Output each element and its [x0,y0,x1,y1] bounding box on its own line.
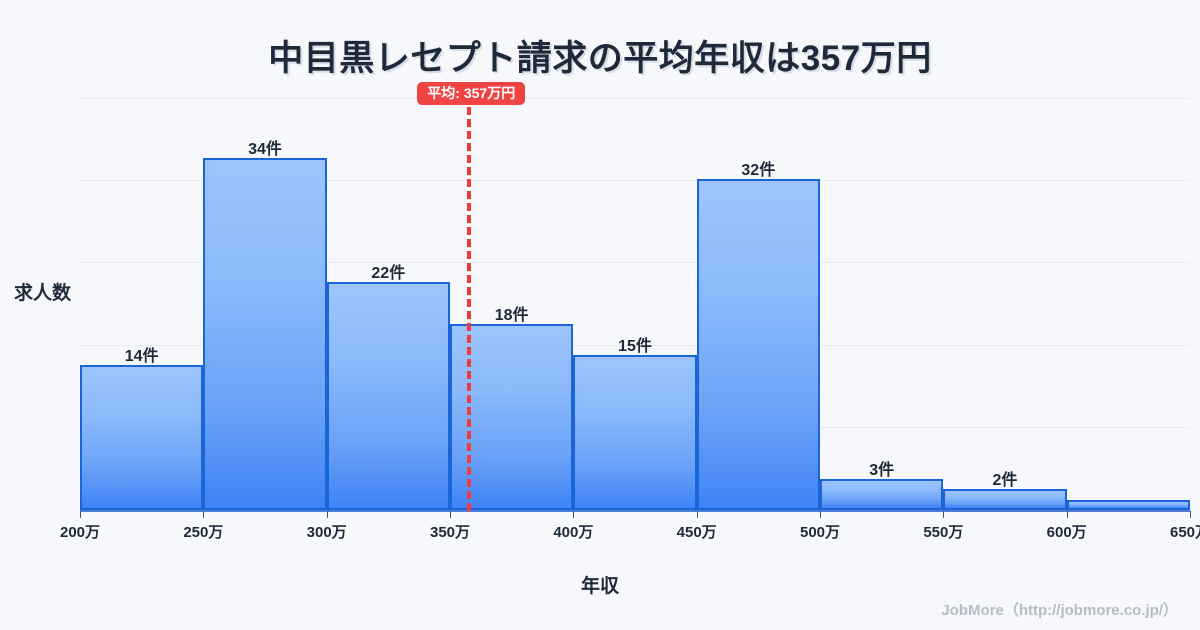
bar[interactable] [943,489,1067,510]
x-axis-tick-label: 650万 [1169,524,1200,541]
bar-value-label: 14件 [124,348,159,366]
footer-credit: JobMore（http://jobmore.co.jp/） [941,602,1178,619]
x-axis-tick-label: 350万 [429,524,471,541]
gridline [80,262,1190,263]
bar[interactable] [696,178,820,510]
bar-value-label: 3件 [869,461,895,479]
bar-value-label: 34件 [248,141,282,159]
plot-area: 14件 34件 22件 18件 15件 32件 3件 2件 200万 250万 300万 350万 4… [60,82,1200,541]
mean-badge: 平均: 357万円 [417,82,526,105]
gridline [80,98,1190,99]
bar[interactable] [820,478,944,510]
x-axis-tick [326,511,328,518]
x-axis-tick-label: 300万 [306,524,347,541]
x-axis-tick [696,511,698,518]
bar[interactable] [80,365,204,510]
x-axis-title: 年収 [580,576,619,597]
x-axis-tick [1190,511,1191,518]
x-axis-tick [80,511,81,518]
axis-baseline [80,510,1190,512]
x-axis-tick-label: 550万 [923,524,964,541]
x-axis-tick [820,511,821,518]
bar[interactable] [203,158,327,510]
mean-line: 平均: 357万円 [417,82,526,511]
x-axis-tick-label: 400万 [553,524,594,541]
x-axis-tick-label: 250万 [183,524,224,541]
bars-layer: 14件 34件 22件 18件 15件 32件 3件 2件 [80,98,1190,511]
bar-value-label: 22件 [371,265,406,283]
bar-value-label: 18件 [494,306,529,324]
bar[interactable] [326,282,450,510]
x-axis-tick [573,511,575,518]
y-axis-title: 求人数 [14,283,72,304]
gridline [80,345,1190,346]
bar-value-label: 2件 [992,472,1018,490]
bar[interactable] [1066,499,1190,510]
bar-value-label: 15件 [618,337,652,355]
page-title: 中目黒レセプト請求の平均年収は357万円 [268,39,932,78]
x-axis-tick-label: 200万 [59,524,101,541]
x-axis-tick [203,511,205,518]
x-axis-tick-label: 500万 [799,524,841,541]
gridline [80,180,1190,181]
x-axis-tick [450,511,451,518]
bar[interactable] [573,354,697,510]
x-axis-tick-label: 600万 [1046,524,1087,541]
bar-value-label: 32件 [741,161,776,179]
x-axis-tick [943,511,945,518]
x-axis-tick-label: 450万 [676,524,717,541]
x-axis-tick [1066,511,1068,518]
